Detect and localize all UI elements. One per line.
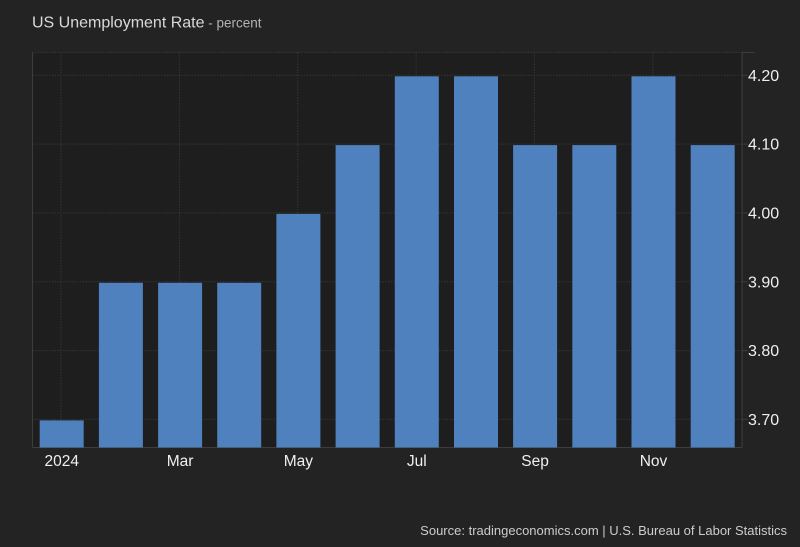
svg-text:4.10: 4.10 <box>748 137 779 154</box>
svg-text:3.90: 3.90 <box>748 274 779 291</box>
svg-text:4.20: 4.20 <box>748 68 779 85</box>
svg-text:Jul: Jul <box>407 453 427 470</box>
svg-text:3.80: 3.80 <box>748 343 779 360</box>
svg-text:US Unemployment Rate - percent: US Unemployment Rate - percent <box>32 15 262 32</box>
svg-text:May: May <box>284 453 314 470</box>
svg-text:3.70: 3.70 <box>748 412 779 429</box>
svg-text:Sep: Sep <box>521 453 549 470</box>
svg-text:2024: 2024 <box>44 453 79 470</box>
svg-text:Mar: Mar <box>167 453 194 470</box>
svg-text:Source: tradingeconomics.com |: Source: tradingeconomics.com | U.S. Bure… <box>420 523 787 538</box>
svg-text:4.00: 4.00 <box>748 205 779 222</box>
svg-text:Nov: Nov <box>640 453 668 470</box>
